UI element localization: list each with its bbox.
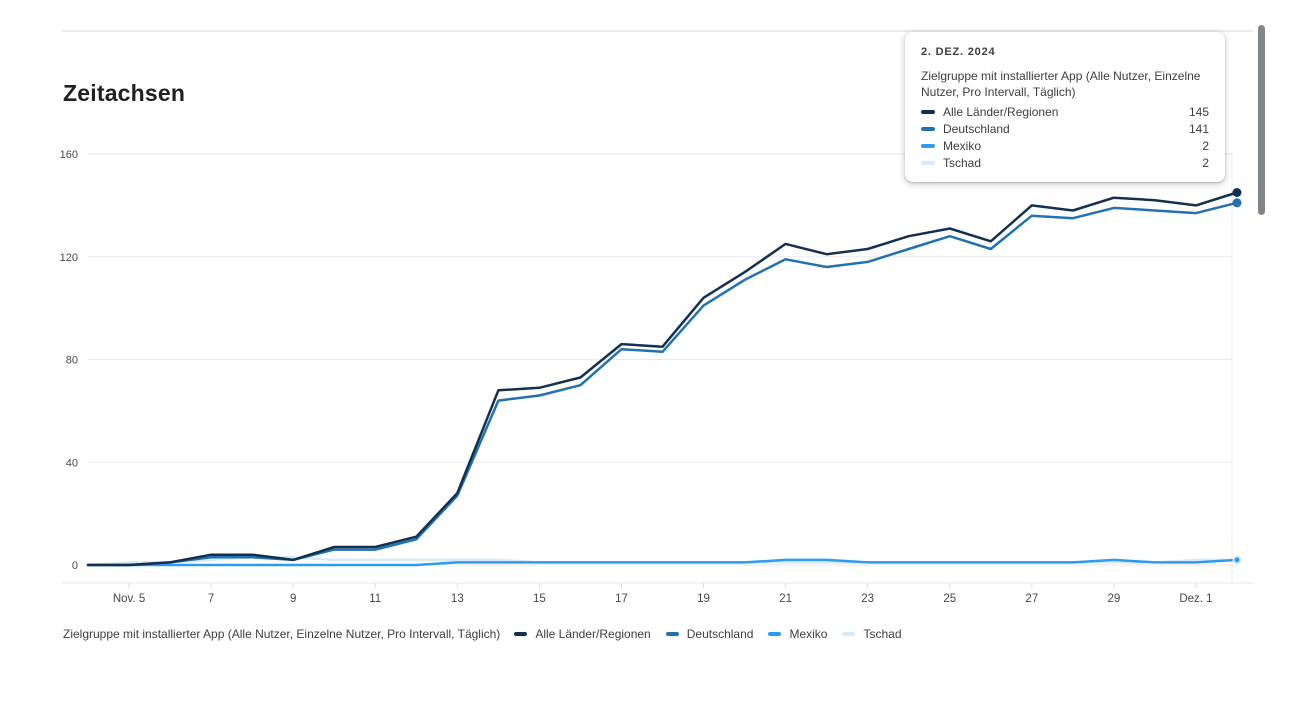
x-tick-label: 27 [1025, 593, 1038, 605]
legend-item-mexiko: Mexiko [768, 627, 827, 641]
series-end-dot-deutschland [1232, 198, 1242, 208]
x-tick-label: Dez. 1 [1179, 593, 1212, 605]
series-swatch-icon [921, 110, 935, 115]
legend-item-label: Deutschland [686, 627, 754, 641]
x-tick-label: 23 [861, 593, 874, 605]
x-tick-label: 29 [1107, 593, 1120, 605]
series-end-dot-mexiko [1234, 557, 1240, 563]
tooltip-series-name: Deutschland [943, 122, 1010, 137]
x-tick-label: 19 [697, 593, 710, 605]
legend-item-tschad: Tschad [842, 627, 902, 641]
series-line-mexiko [86, 558, 1239, 567]
y-tick-label: 160 [60, 149, 78, 161]
y-tick-label: 80 [66, 355, 78, 367]
x-tick-label: 11 [369, 593, 381, 605]
legend-item-label: Tschad [863, 627, 902, 641]
series-swatch-icon [842, 632, 856, 636]
x-tick-label: 21 [779, 593, 792, 605]
y-tick-label: 40 [66, 457, 78, 469]
series-swatch-icon [921, 144, 935, 149]
tooltip-date: 2. DEZ. 2024 [921, 46, 996, 58]
chart-tooltip: 2. DEZ. 2024 Zielgruppe mit installierte… [905, 32, 1225, 183]
series-line-alle-l-nder-regionen [86, 191, 1239, 567]
y-tick-label: 120 [60, 252, 78, 264]
tooltip-rows: Alle Länder/Regionen 145 Deutschland 141… [921, 105, 1209, 170]
x-tick-label: 25 [943, 593, 956, 605]
series-swatch-icon [768, 632, 782, 636]
x-tick-label: 17 [615, 593, 628, 605]
tooltip-series-value: 2 [1202, 156, 1209, 171]
legend-metric-label: Zielgruppe mit installierter App (Alle N… [63, 627, 501, 641]
legend-item-deutschland: Deutschland [665, 627, 754, 641]
tooltip-series-value: 2 [1202, 139, 1209, 154]
x-tick-label: 15 [533, 593, 546, 605]
page-title: Zeitachsen [63, 80, 186, 106]
tooltip-row: Deutschland 141 [921, 122, 1209, 136]
tooltip-metric-label: Zielgruppe mit installierter App (Alle N… [921, 69, 1201, 100]
x-tick-label: Nov. 5 [113, 593, 145, 605]
legend-item-alle-laender: Alle Länder/Regionen [514, 627, 651, 641]
y-tick-label: 0 [72, 560, 78, 572]
x-tick-label: 9 [290, 593, 296, 605]
series-swatch-icon [921, 161, 935, 166]
x-tick-label: 7 [208, 593, 214, 605]
tooltip-row: Tschad 2 [921, 156, 1209, 170]
x-tick-label: 13 [451, 593, 464, 605]
tooltip-series-name: Alle Länder/Regionen [943, 105, 1059, 120]
tooltip-row: Alle Länder/Regionen 145 [921, 105, 1209, 119]
tooltip-series-value: 141 [1188, 122, 1209, 137]
section-divider [62, 30, 1253, 32]
series-swatch-icon [921, 127, 935, 132]
legend-item-label: Alle Länder/Regionen [535, 627, 651, 641]
tooltip-row: Mexiko 2 [921, 139, 1209, 153]
tooltip-series-value: 145 [1188, 105, 1209, 120]
legend-item-label: Mexiko [789, 627, 828, 641]
tooltip-series-name: Mexiko [943, 139, 982, 154]
series-swatch-icon [665, 632, 679, 636]
chart-legend: Zielgruppe mit installierter App (Alle N… [63, 627, 917, 641]
series-end-dot-alle-l-nder-regionen [1232, 188, 1242, 197]
vertical-scrollbar-thumb[interactable] [1258, 25, 1265, 215]
series-swatch-icon [514, 632, 528, 636]
tooltip-series-name: Tschad [943, 156, 982, 171]
